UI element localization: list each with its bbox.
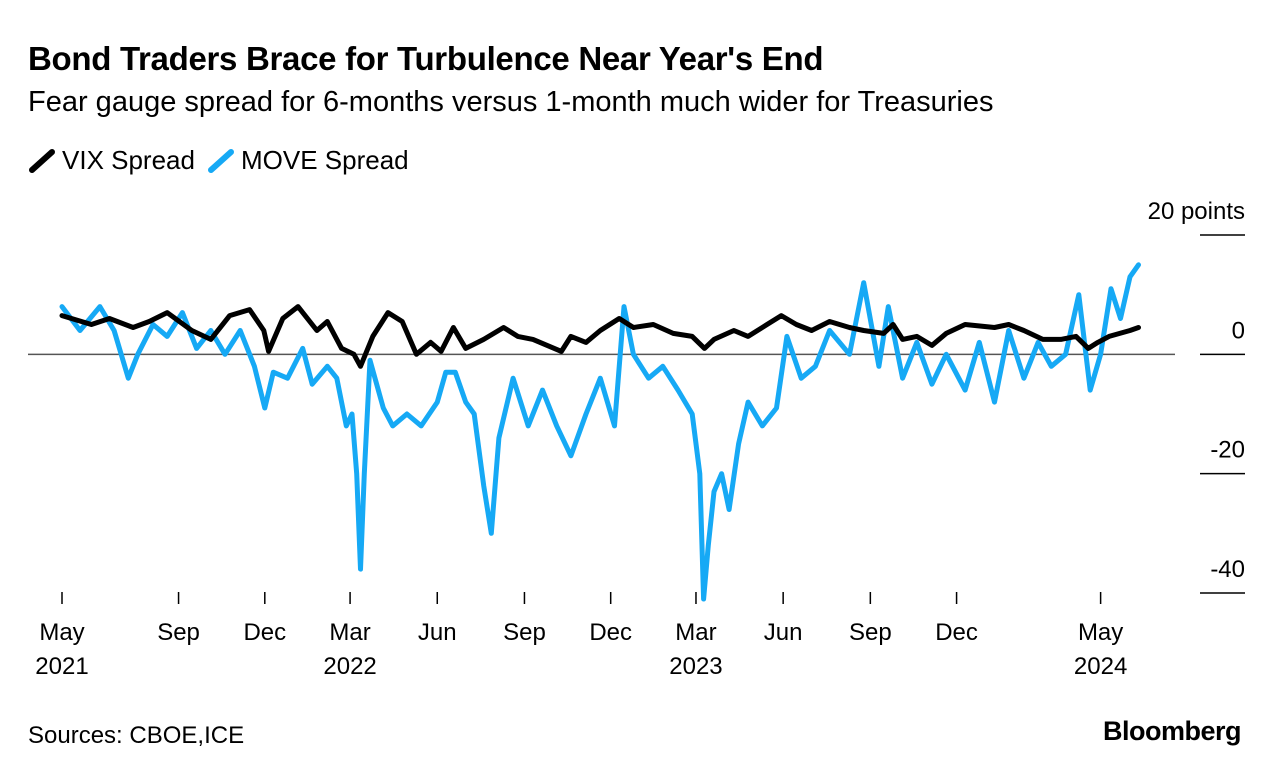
x-tick-label: Jun — [764, 619, 803, 646]
x-tick-label: Mar — [329, 619, 370, 646]
y-tick-label: 0 — [1232, 317, 1245, 344]
x-tick-label: May — [1078, 619, 1123, 646]
legend-item-move: MOVE Spread — [207, 145, 409, 176]
x-tick-label: Mar — [675, 619, 716, 646]
x-tick-label: May — [39, 619, 84, 646]
series-line-move-spread — [59, 262, 1141, 602]
x-tick-label: Sep — [503, 619, 546, 646]
series-line-vix-spread — [59, 304, 1141, 369]
x-tick-label: Sep — [849, 619, 892, 646]
x-tick-label: Dec — [935, 619, 978, 646]
x-axis: May 2021 Sep Dec Mar 2022 Jun Sep Dec Mar 2023 Jun S… — [35, 592, 1127, 680]
legend-label-vix: VIX Spread — [62, 145, 195, 175]
bloomberg-logo: Bloomberg — [1102, 716, 1242, 746]
legend-item-vix: VIX Spread — [28, 145, 195, 176]
line-chart: 20 points 0 -20 -40 May 2021 Sep Dec Mar 2022 Jun… — [28, 198, 1245, 680]
y-axis: 20 points 0 -20 -40 — [28, 198, 1245, 594]
legend-label-move: MOVE Spread — [240, 145, 409, 175]
source-note: Sources: CBOE,ICE — [28, 722, 245, 749]
x-tick-year-label: 2023 — [669, 653, 722, 680]
x-tick-year-label: 2022 — [323, 653, 376, 680]
chart-title: Bond Traders Brace for Turbulence Near Y… — [28, 40, 824, 77]
y-tick-label: -20 — [1210, 437, 1245, 464]
legend-swatch-move — [207, 148, 234, 173]
x-tick-label: Dec — [589, 619, 632, 646]
x-tick-year-label: 2021 — [35, 653, 88, 680]
x-tick-label: Jun — [418, 619, 457, 646]
y-tick-label: -40 — [1210, 556, 1245, 583]
x-tick-year-label: 2024 — [1074, 653, 1127, 680]
chart-subtitle: Fear gauge spread for 6-months versus 1-… — [28, 86, 994, 118]
y-tick-label: 20 points — [1148, 198, 1245, 225]
x-tick-label: Sep — [157, 619, 200, 646]
x-tick-label: Dec — [243, 619, 286, 646]
series-layer — [59, 262, 1141, 602]
legend: VIX Spread MOVE Spread — [28, 145, 421, 176]
legend-swatch-vix — [29, 148, 55, 173]
